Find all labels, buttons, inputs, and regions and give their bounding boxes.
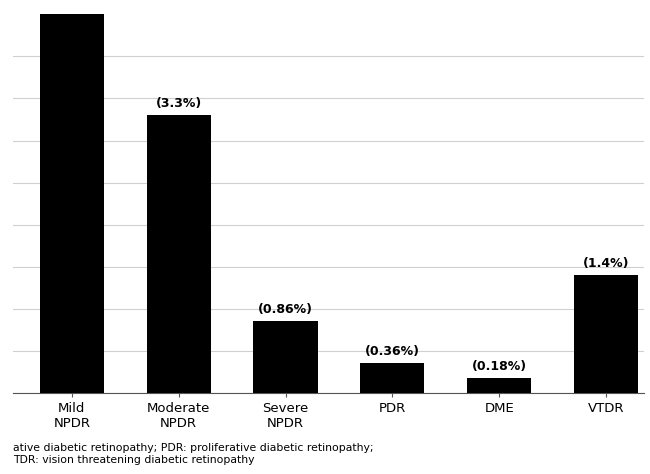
Text: ative diabetic retinopathy; PDR: proliferative diabetic retinopathy;
TDR: vision: ative diabetic retinopathy; PDR: prolife… (13, 443, 374, 465)
Text: (0.36%): (0.36%) (365, 345, 420, 358)
Bar (254, 321, 318, 393)
Bar (40, 0, 104, 393)
Bar (147, 115, 211, 393)
Text: (0.86%): (0.86%) (258, 303, 313, 316)
Text: (3.3%): (3.3%) (155, 97, 202, 110)
Text: (1.4%): (1.4%) (583, 257, 629, 270)
Bar (574, 275, 638, 393)
Bar (467, 378, 531, 393)
Text: (0.18%): (0.18%) (472, 360, 526, 373)
Bar (360, 363, 424, 393)
